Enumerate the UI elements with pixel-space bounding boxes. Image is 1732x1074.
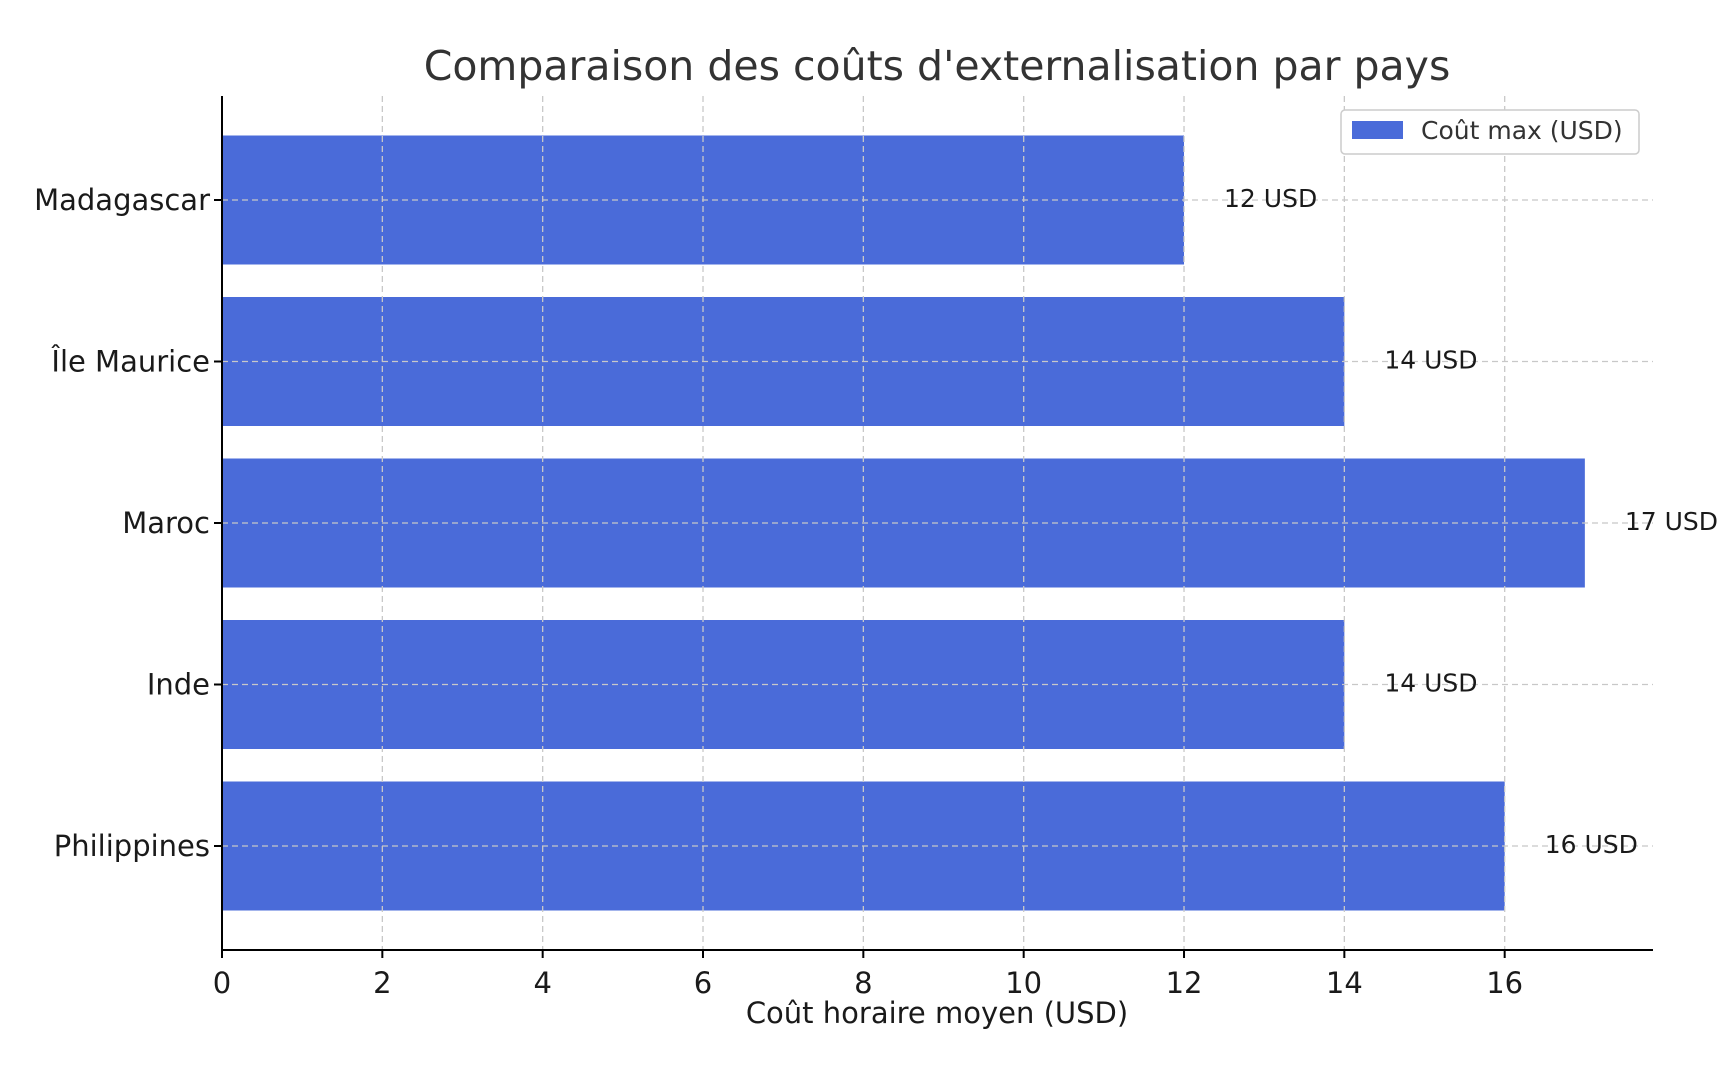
x-tick-label: 12 [1166,966,1203,1000]
bar-value-label: 12 USD [1224,184,1317,213]
grid-layer [221,96,1653,950]
chart-title: Comparaison des coûts d'externalisation … [424,42,1451,90]
bar-value-label: 16 USD [1545,830,1638,859]
bar-value-label: 17 USD [1625,507,1718,536]
data-label-layer: 12 USD 14 USD 17 USD 14 USD 16 USD [1224,184,1718,859]
bar-value-label: 14 USD [1384,346,1477,375]
category-label: Philippines [54,829,210,863]
bar-value-label: 14 USD [1384,669,1477,698]
x-axis-label: Coût horaire moyen (USD) [746,996,1128,1030]
x-tick-label: 8 [854,966,872,1000]
category-label: Île Maurice [50,345,210,379]
x-tick-layer: 0 2 4 6 8 10 12 14 16 [213,199,1523,1000]
legend-label: Coût max (USD) [1421,116,1623,145]
x-tick-label: 14 [1326,966,1363,1000]
y-category-layer: Madagascar Île Maurice Maroc Inde Philippine… [34,183,210,863]
legend-box [1340,109,1640,155]
legend-swatch [1352,121,1403,139]
x-tick-label: 4 [533,966,551,1000]
x-tick-label: 10 [1005,966,1042,1000]
category-label: Inde [147,668,210,702]
x-tick-label: 6 [694,966,712,1000]
x-tick-label: 2 [373,966,391,1000]
x-tick-label: 16 [1486,966,1523,1000]
x-tick-label: 0 [213,966,231,1000]
category-label: Maroc [122,506,210,540]
legend: Coût max (USD) [1340,109,1640,155]
category-label: Madagascar [34,183,210,217]
